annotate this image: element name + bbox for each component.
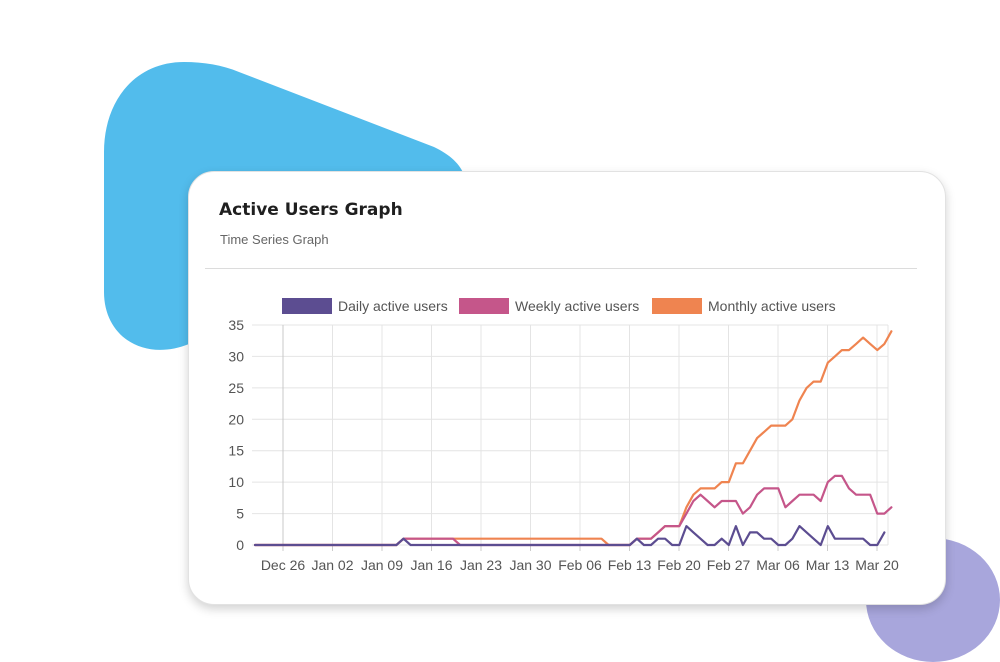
x-tick-label: Mar 06 [756, 557, 800, 573]
card-divider [205, 268, 917, 269]
x-tick-label: Feb 27 [707, 557, 751, 573]
x-tick-label: Mar 20 [855, 557, 899, 573]
y-tick-label: 25 [228, 380, 244, 396]
y-tick-label: 5 [236, 506, 244, 522]
chart-series [253, 330, 893, 547]
y-tick-label: 35 [228, 317, 244, 333]
y-tick-label: 0 [236, 537, 244, 553]
y-tick-label: 15 [228, 443, 244, 459]
chart-legend: Daily active users Weekly active users Mon… [282, 298, 836, 314]
y-axis: 0 5 10 15 20 25 30 35 [228, 317, 244, 553]
legend-swatch-2 [459, 298, 509, 314]
chart-card: Active Users Graph Time Series Graph Dai… [188, 171, 946, 605]
x-tick-label: Feb 13 [608, 557, 652, 573]
y-tick-label: 20 [228, 411, 244, 427]
legend-label-2: Weekly active users [515, 298, 639, 314]
y-tick-label: 10 [228, 474, 244, 490]
series-line-monthly-active-users [253, 330, 893, 547]
legend-label-1: Daily active users [338, 298, 448, 314]
chart-title: Active Users Graph [219, 200, 403, 220]
legend-label-3: Monthly active users [708, 298, 836, 314]
y-tick-label: 30 [228, 348, 244, 364]
x-tick-label: Feb 06 [558, 557, 602, 573]
x-tick-label: Jan 09 [361, 557, 403, 573]
x-tick-label: Jan 16 [410, 557, 452, 573]
chart-subtitle: Time Series Graph [220, 232, 329, 247]
x-tick-label: Jan 02 [311, 557, 353, 573]
line-chart: Daily active users Weekly active users Mon… [228, 298, 899, 573]
legend-swatch-3 [652, 298, 702, 314]
x-tick-label: Jan 30 [509, 557, 551, 573]
x-tick-label: Dec 26 [261, 557, 306, 573]
legend-swatch-1 [282, 298, 332, 314]
x-tick-label: Feb 20 [657, 557, 701, 573]
series-line-daily-active-users [253, 525, 886, 547]
chart-grid [252, 324, 889, 546]
x-tick-label: Jan 23 [460, 557, 502, 573]
x-axis: Dec 26 Jan 02 Jan 09 Jan 16 Jan 23 Jan 30 Feb … [261, 545, 899, 573]
x-tick-label: Mar 13 [806, 557, 850, 573]
